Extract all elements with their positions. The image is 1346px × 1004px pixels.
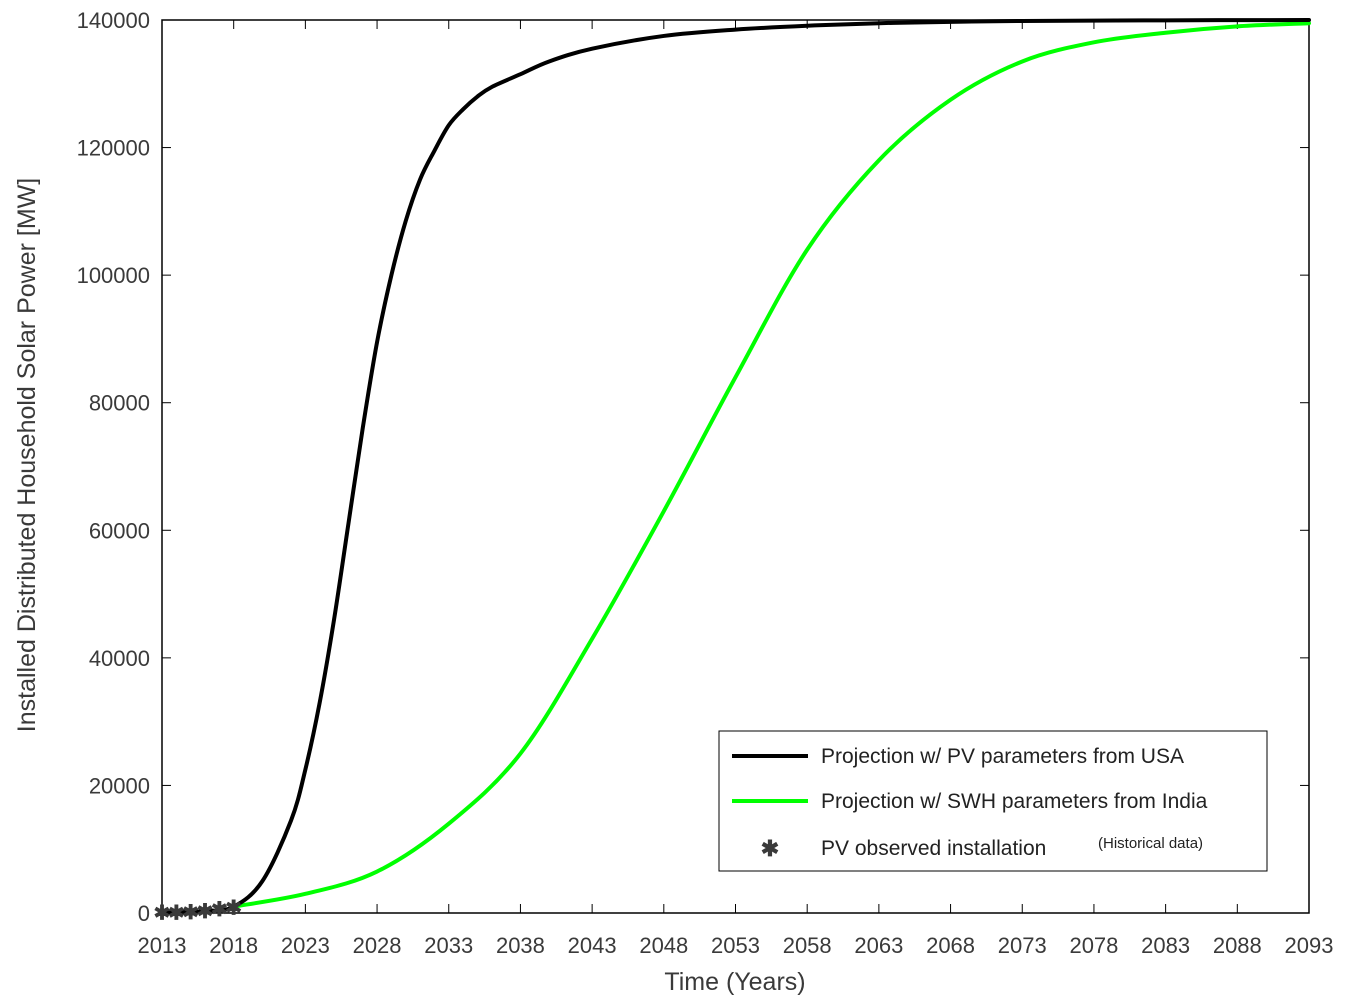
x-tick-label: 2073 — [998, 933, 1047, 958]
y-tick-label: 120000 — [77, 136, 150, 161]
y-tick-label: 40000 — [89, 646, 150, 671]
legend-note: (Historical data) — [1098, 835, 1203, 852]
x-tick-label: 2048 — [639, 933, 688, 958]
y-tick-label: 100000 — [77, 263, 150, 288]
legend-entry-observed: PV observed installation — [821, 837, 1046, 860]
observed-point-marker: ✱ — [154, 903, 171, 925]
observed-point-marker: ✱ — [168, 902, 185, 924]
x-axis-label: Time (Years) — [664, 968, 805, 996]
legend: Projection w/ PV parameters from USA Pro… — [718, 730, 1268, 872]
y-tick-label: 140000 — [77, 8, 150, 33]
x-tick-label: 2038 — [496, 933, 545, 958]
x-tick-label: 2053 — [711, 933, 760, 958]
y-tick-label: 60000 — [89, 518, 150, 543]
x-tick-label: 2063 — [854, 933, 903, 958]
y-tick-labels: 0 20000 40000 60000 80000 100000 120000 140000 — [77, 8, 150, 926]
x-tick-label: 2028 — [353, 933, 402, 958]
series-line-1 — [231, 21, 1311, 909]
y-tick-label: 80000 — [89, 391, 150, 416]
y-tick-label: 20000 — [89, 773, 150, 798]
series-line-0 — [160, 18, 1311, 915]
y-axis-label: Installed Distributed Household Solar Po… — [13, 178, 41, 732]
x-tick-label: 2083 — [1141, 933, 1190, 958]
legend-entry-india: Projection w/ SWH parameters from India — [821, 790, 1208, 813]
x-tick-label: 2023 — [281, 933, 330, 958]
observed-point-marker: ✱ — [197, 901, 214, 923]
series-layer: ✱✱✱✱✱✱ — [154, 18, 1311, 925]
x-tick-label: 2078 — [1069, 933, 1118, 958]
x-tick-label: 2013 — [138, 933, 187, 958]
x-tick-label: 2043 — [568, 933, 617, 958]
x-tick-label: 2088 — [1213, 933, 1262, 958]
observed-point-marker: ✱ — [211, 899, 228, 921]
legend-swatch-observed: ✱ — [761, 836, 779, 861]
x-tick-label: 2018 — [209, 933, 258, 958]
observed-point-marker: ✱ — [182, 902, 199, 924]
x-tick-label: 2033 — [424, 933, 473, 958]
legend-entry-usa: Projection w/ PV parameters from USA — [821, 745, 1184, 768]
x-tick-label: 2093 — [1285, 933, 1334, 958]
x-tick-label: 2058 — [783, 933, 832, 958]
x-tick-label: 2068 — [926, 933, 975, 958]
y-tick-label: 0 — [138, 901, 150, 926]
x-tick-labels: 2013 2018 2023 2028 2033 2038 2043 2048 2053 2058… — [138, 933, 1334, 958]
observed-point-marker: ✱ — [225, 897, 242, 919]
legend-box — [718, 730, 1268, 872]
